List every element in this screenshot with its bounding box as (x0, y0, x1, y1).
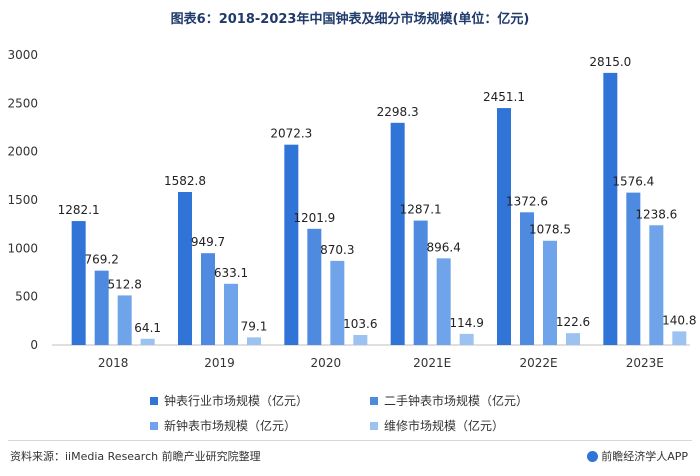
bar (178, 191, 192, 345)
bar (497, 108, 511, 345)
data-label: 769.2 (84, 253, 118, 267)
data-label: 64.1 (134, 321, 161, 335)
x-tick-label: 2018 (98, 356, 129, 370)
y-tick-label: 2500 (7, 96, 38, 110)
bar (353, 334, 368, 345)
data-label: 896.4 (426, 240, 460, 254)
x-tick-label: 2023E (626, 356, 664, 370)
y-tick-label: 1500 (7, 193, 38, 207)
data-label: 1078.5 (529, 223, 571, 237)
data-label: 103.6 (343, 317, 377, 331)
bar (330, 260, 345, 345)
bar (307, 228, 322, 345)
bar (672, 331, 687, 345)
bar (71, 221, 86, 345)
bar (649, 225, 664, 345)
legend-item: 钟表行业市场规模（亿元） (150, 392, 370, 409)
legend-swatch (150, 396, 158, 405)
legend-item: 新钟表市场规模（亿元） (150, 417, 370, 434)
y-tick-label: 3000 (7, 48, 38, 62)
data-label: 2072.3 (270, 127, 312, 141)
data-label: 140.8 (662, 313, 696, 327)
chart-title: 图表6：2018-2023年中国钟表及细分市场规模(单位：亿元) (170, 12, 530, 27)
bar (390, 122, 405, 346)
x-tick-label: 2021E (413, 356, 451, 370)
data-label: 1582.8 (164, 174, 206, 188)
data-label: 1372.6 (506, 194, 548, 208)
bar (626, 192, 641, 345)
legend-label: 二手钟表市场规模（亿元） (384, 394, 529, 408)
bar (224, 283, 238, 345)
x-tick-label: 2022E (519, 356, 557, 370)
footer-divider (8, 440, 692, 441)
y-tick-label: 0 (30, 338, 38, 352)
brand-text: 前瞻经济学人APP (601, 450, 688, 463)
y-tick-label: 500 (15, 290, 38, 304)
data-label: 2451.1 (483, 90, 525, 104)
bar-chart: 0 500 1000 1500 2000 2500 3000 1282.1 769.2 512.8… (7, 48, 696, 370)
data-label: 949.7 (191, 235, 225, 249)
legend-label: 维修市场规模（亿元） (384, 419, 505, 433)
bar (413, 220, 428, 345)
chart-legend: 钟表行业市场规模（亿元） 二手钟表市场规模（亿元） 新钟表市场规模（亿元） 维修市场规… (150, 392, 590, 434)
bar (436, 258, 451, 345)
bar (284, 144, 299, 345)
legend-item: 维修市场规模（亿元） (370, 417, 590, 434)
data-label: 633.1 (214, 266, 248, 280)
data-label: 114.9 (449, 316, 483, 330)
x-tick-label: 2020 (311, 356, 342, 370)
x-tick-label: 2019 (204, 356, 235, 370)
bar (201, 253, 215, 345)
y-tick-label: 2000 (7, 145, 38, 159)
source-note: 资料来源：iiMedia Research 前瞻产业研究院整理 (10, 450, 261, 463)
legend-swatch (370, 421, 378, 430)
brand-logo-icon (587, 450, 599, 462)
bar (94, 270, 109, 345)
data-label: 512.8 (107, 277, 141, 291)
bar (566, 333, 580, 345)
data-label: 2298.3 (377, 105, 419, 119)
data-label: 1576.4 (612, 175, 654, 189)
data-label: 870.3 (320, 243, 354, 257)
data-label: 1201.9 (293, 211, 335, 225)
bar (117, 295, 132, 345)
data-label: 122.6 (556, 315, 590, 329)
bar (543, 240, 557, 345)
data-label: 1287.1 (400, 203, 442, 217)
bar (603, 72, 618, 345)
legend-swatch (370, 396, 378, 405)
data-label: 2815.0 (589, 55, 631, 69)
bar (247, 337, 261, 345)
data-label: 79.1 (241, 319, 268, 333)
y-tick-label: 1000 (7, 241, 38, 255)
data-label: 1238.6 (635, 207, 677, 221)
brand-label: 前瞻经济学人APP (587, 448, 688, 464)
bar (520, 212, 534, 345)
legend-item: 二手钟表市场规模（亿元） (370, 392, 590, 409)
bar (459, 333, 474, 345)
data-label: 1282.1 (58, 203, 100, 217)
legend-label: 钟表行业市场规模（亿元） (164, 394, 309, 408)
legend-swatch (150, 421, 158, 430)
bar (140, 338, 155, 345)
legend-label: 新钟表市场规模（亿元） (164, 419, 297, 433)
